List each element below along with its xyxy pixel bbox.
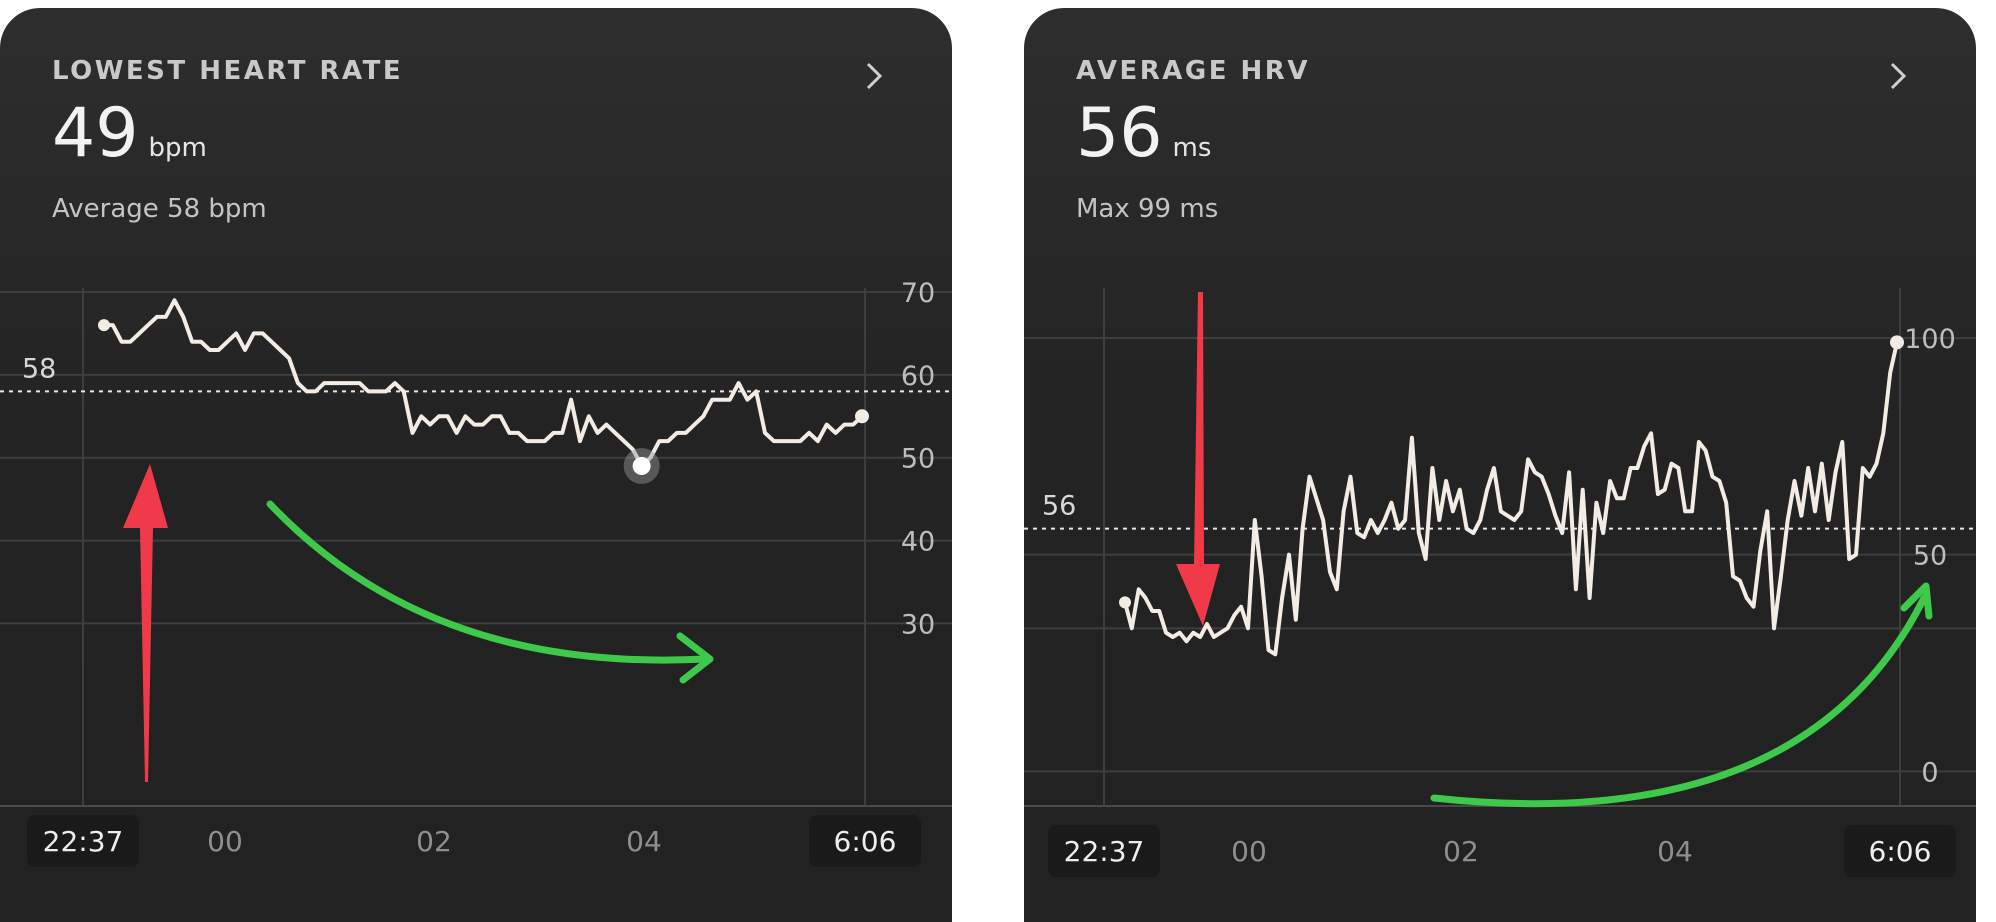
time-chip-bg	[1844, 825, 1956, 877]
series-end-point	[855, 409, 869, 424]
y-tick-label: 100	[1904, 324, 1956, 355]
end-time-chip: 6:06	[809, 815, 921, 867]
x-tick-label: 00	[207, 825, 243, 858]
average-line-label: 58	[22, 353, 56, 384]
time-chip-bg	[809, 815, 921, 867]
card-title: AVERAGE HRV	[1076, 56, 1310, 86]
hrv-chart: 0 50 100 56 00 02 04 22:37 6:06	[1024, 288, 1976, 877]
series-line	[1123, 341, 1899, 657]
y-tick-label: 60	[901, 361, 935, 392]
green-curved-arrow-annotation	[266, 500, 709, 664]
heart-rate-chart: 30 40 50 60 70 58 00 02 04 22:37 6:06	[0, 278, 952, 867]
average-hrv-card[interactable]: AVERAGE HRV 56 ms Max 99 ms 0 50 100 56 00 02 0…	[1024, 8, 1976, 922]
chevron-right-icon[interactable]	[856, 58, 892, 94]
green-arrowhead	[676, 632, 714, 684]
y-tick-label: 40	[901, 527, 935, 558]
time-chip-label: 22:37	[1064, 835, 1145, 868]
lowest-heart-rate-value: 49 bpm	[52, 100, 207, 168]
series-line	[104, 298, 864, 468]
average-summary: Average 58 bpm	[52, 194, 267, 224]
x-tick-label: 04	[1657, 835, 1693, 868]
min-point	[632, 457, 651, 475]
y-tick-label: 30	[901, 609, 935, 640]
value-number: 56	[1076, 94, 1163, 173]
chevron-right-icon[interactable]	[1880, 58, 1916, 94]
y-tick-label: 70	[901, 278, 935, 309]
series-start-point	[98, 319, 110, 332]
time-chip-label: 22:37	[43, 825, 124, 858]
average-hrv-value: 56 ms	[1076, 100, 1211, 168]
lowest-heart-rate-card[interactable]: LOWEST HEART RATE 49 bpm Average 58 bpm 3…	[0, 8, 952, 922]
y-tick-label: 50	[901, 444, 935, 475]
green-arrowhead	[1900, 582, 1933, 620]
series-end-point	[1890, 335, 1904, 350]
time-chip-label: 6:06	[834, 825, 897, 858]
max-summary: Max 99 ms	[1076, 194, 1219, 224]
red-down-arrow-annotation	[1176, 292, 1220, 626]
x-tick-label: 00	[1231, 835, 1267, 868]
start-time-chip: 22:37	[27, 815, 139, 867]
value-unit: ms	[1172, 133, 1212, 163]
y-tick-label: 50	[1913, 541, 1947, 572]
value-unit: bpm	[148, 133, 207, 163]
start-time-chip: 22:37	[1048, 825, 1160, 877]
end-time-chip: 6:06	[1844, 825, 1956, 877]
red-up-arrow-annotation	[123, 464, 168, 782]
x-tick-label: 02	[1443, 835, 1479, 868]
x-tick-label: 04	[626, 825, 662, 858]
time-chip-label: 6:06	[1869, 835, 1932, 868]
green-curved-arrow-annotation	[1430, 594, 1928, 808]
time-chip-bg	[27, 815, 139, 867]
series-start-point	[1119, 596, 1131, 609]
card-title: LOWEST HEART RATE	[52, 56, 404, 86]
value-number: 49	[52, 94, 139, 173]
time-chip-bg	[1048, 825, 1160, 877]
average-line-label: 56	[1042, 491, 1076, 522]
y-tick-label: 0	[1921, 757, 1938, 788]
x-tick-label: 02	[416, 825, 452, 858]
